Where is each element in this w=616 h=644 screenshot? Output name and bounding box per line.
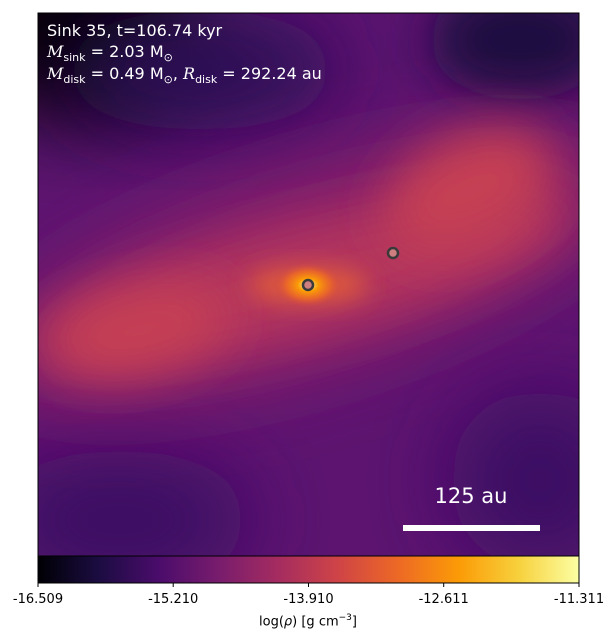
colorbar-tick-label: -11.311 (553, 592, 605, 607)
r-disk-subscript: disk (195, 73, 218, 87)
filament-lower-left (51, 286, 229, 374)
m-sink-subscript: sink (63, 51, 86, 65)
colorbar-label-mid: ) [g cm (292, 614, 339, 630)
sink-markers (301, 246, 400, 292)
scalebar-line (403, 525, 540, 531)
m-disk-sun-subscript: ⊙ (163, 73, 173, 87)
sink-mass-label: Msink = 2.03 M⊙ (47, 42, 173, 65)
scalebar-label: 125 au (434, 484, 508, 508)
m-sink-value: = 2.03 M (85, 42, 164, 61)
low-density-region-top (60, 13, 340, 130)
low-density-region-bottomright (450, 390, 579, 556)
r-disk-separator: , (172, 64, 184, 83)
low-density-region-topright (430, 13, 579, 100)
sink-marker-secondary (386, 246, 400, 260)
colorbar-label-exponent: −3 (338, 613, 352, 623)
colorbar-label-suffix: ] (351, 614, 357, 630)
colorbar-label-rho: ρ (283, 614, 293, 630)
colorbar (37, 555, 580, 584)
m-sink-sun-subscript: ⊙ (163, 51, 173, 65)
sink-marker-primary (301, 278, 315, 292)
m-disk-subscript: disk (63, 73, 86, 87)
density-image (38, 13, 579, 556)
colorbar-tick-label: -12.611 (418, 592, 469, 607)
colorbar-label-prefix: log( (259, 614, 284, 630)
m-disk-symbol: M (47, 64, 64, 83)
m-sink-symbol: M (47, 42, 64, 61)
sink-time-label: Sink 35, t=106.74 kyr (47, 21, 223, 40)
colorbar-label: log(ρ) [g cm−3] (259, 613, 357, 629)
colorbar-tick-label: -15.210 (148, 592, 199, 607)
low-density-region-bottomleft (38, 450, 250, 556)
disk-properties-label: Mdisk = 0.49 M⊙, Rdisk = 292.24 au (47, 64, 322, 87)
colorbar-tick-label: -13.910 (283, 592, 334, 607)
r-disk-value: = 292.24 au (217, 64, 322, 83)
colorbar-ticks (37, 583, 580, 587)
r-disk-symbol: R (183, 64, 196, 83)
filament-upper-right (385, 127, 555, 253)
m-disk-value: = 0.49 M (85, 64, 164, 83)
colorbar-tick-label: -16.509 (12, 592, 64, 607)
